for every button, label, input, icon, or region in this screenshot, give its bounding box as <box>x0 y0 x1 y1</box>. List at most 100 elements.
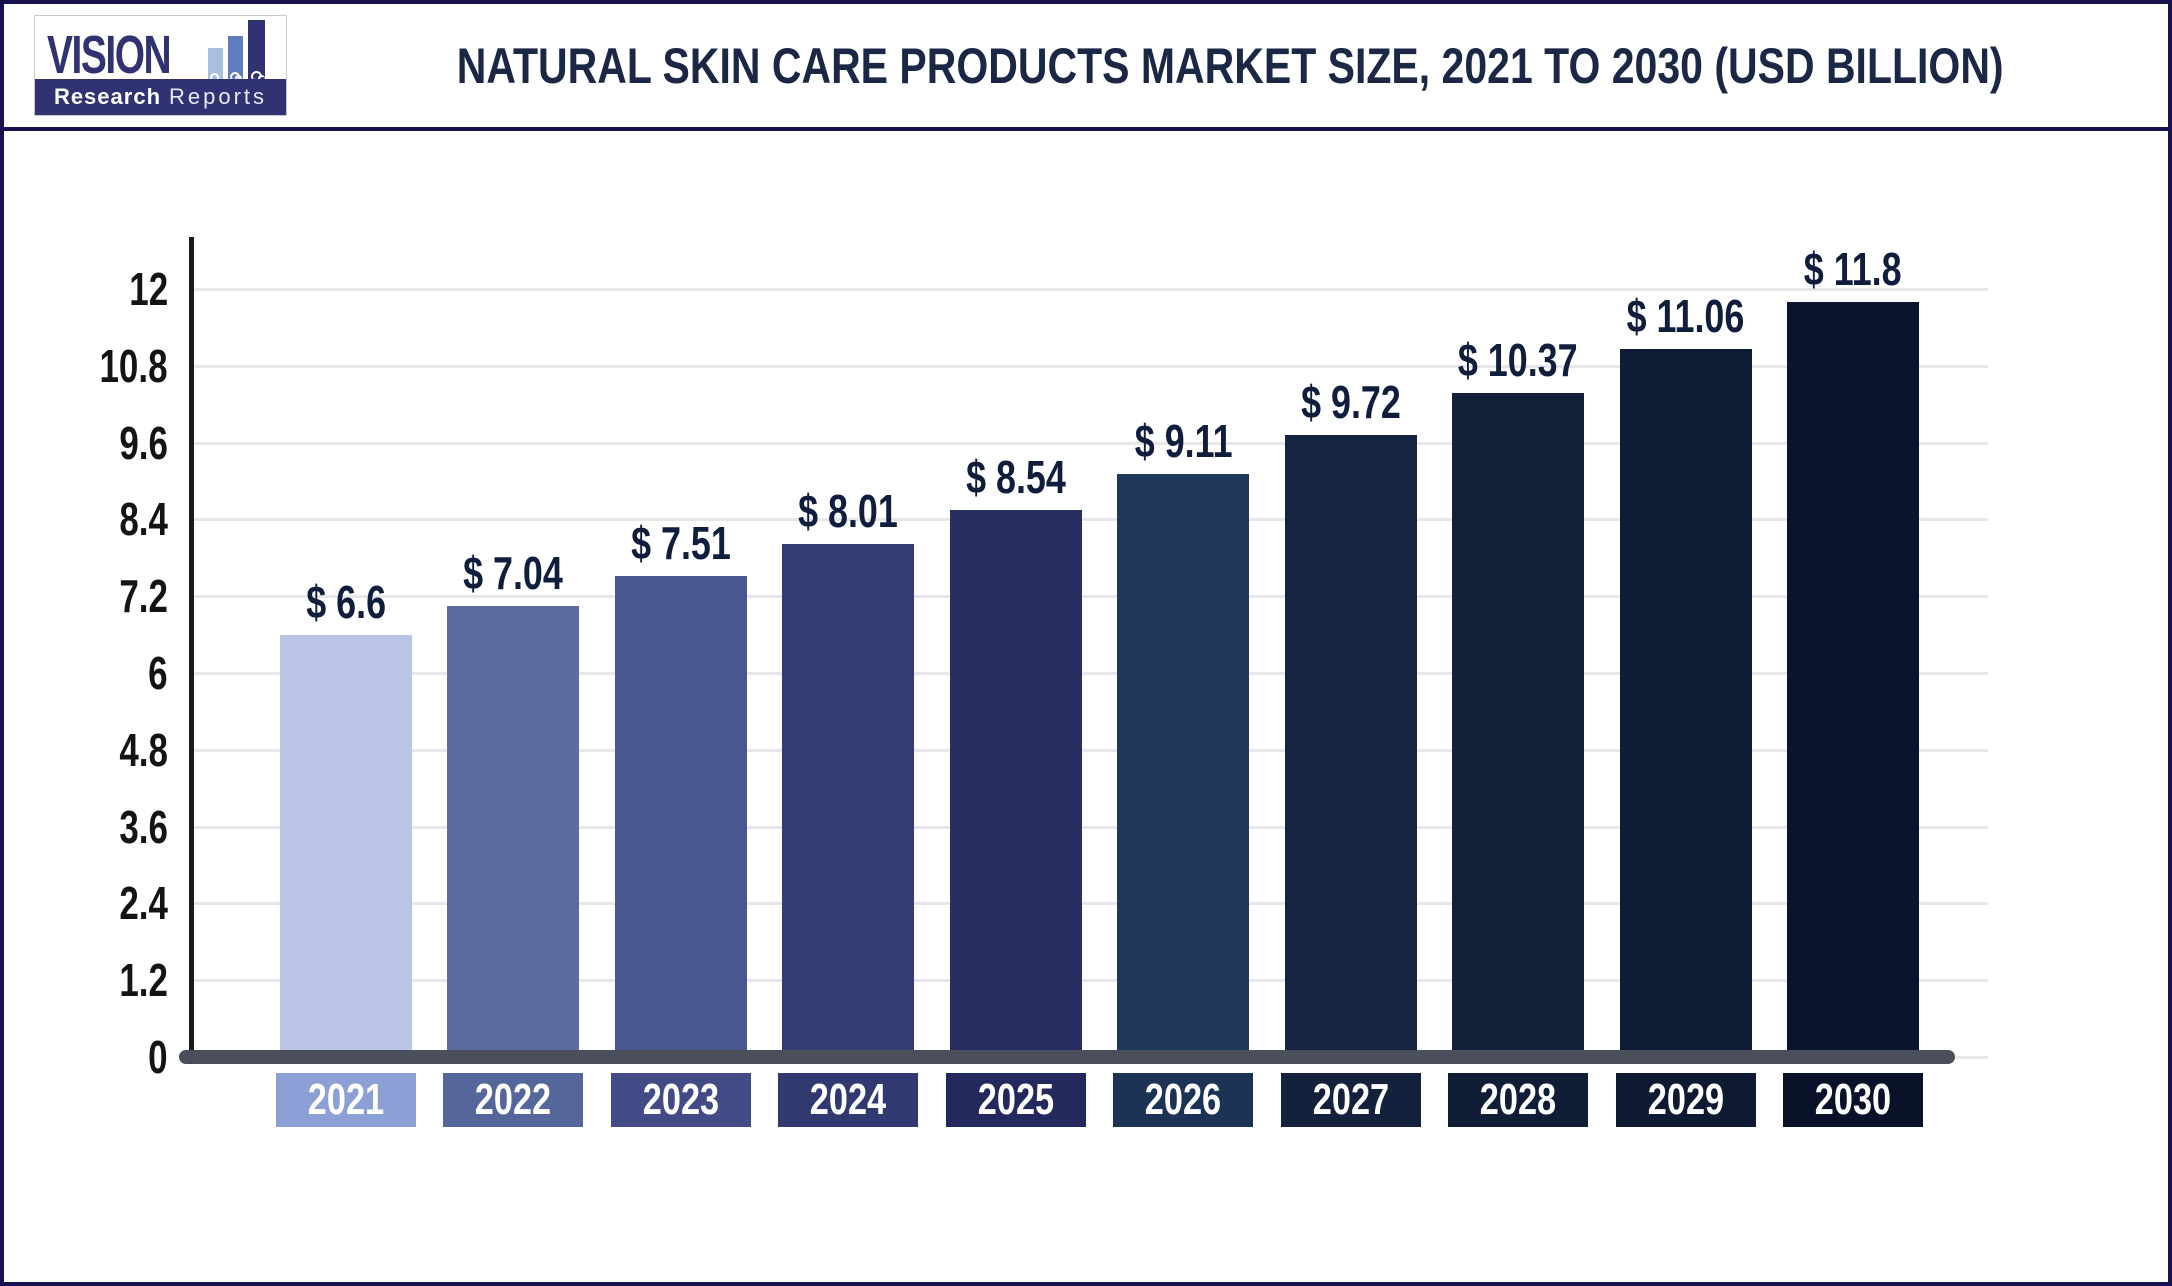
bar-2024 <box>782 544 915 1057</box>
logo-wordmark: VISION <box>47 20 276 85</box>
bar-value-text: $ 9.72 <box>1300 376 1401 428</box>
y-gridline-12 <box>189 288 1988 291</box>
category-label-2022: 2022 <box>443 1073 584 1127</box>
logo-bar-mid <box>228 36 243 82</box>
bar-value-label-2023: $ 7.51 <box>617 518 745 568</box>
category-axis-row: 2021 2022 2023 2024 2025 2026 2027 2028 2029 2030 <box>276 1073 1923 1127</box>
y-gridline-8.4 <box>189 518 1988 522</box>
category-label-2024: 2024 <box>778 1073 919 1127</box>
bar-column-2023: $ 7.51 <box>611 518 751 1057</box>
y-tick-text: 2.4 <box>119 877 168 930</box>
bar-2030 <box>1786 302 1919 1057</box>
y-tick-label-6: 6 <box>4 649 168 697</box>
bar-2026 <box>1117 474 1250 1057</box>
bar-2027 <box>1284 435 1417 1057</box>
bar-column-2021: $ 6.6 <box>276 577 416 1057</box>
chart-area: $ 6.6 $ 7.04 $ 7.51 $ 8.01 $ 8.54 $ 9.11 $ 9.7… <box>4 131 2168 1282</box>
y-gridline-3.6 <box>189 825 1988 829</box>
logo-research-text: Research <box>53 84 162 109</box>
y-tick-label-12: 12 <box>4 265 168 313</box>
bar-value-label-2024: $ 8.01 <box>784 486 912 536</box>
bar-value-text: $ 7.04 <box>463 547 564 599</box>
bar-value-text: $ 6.6 <box>306 576 386 628</box>
y-tick-label-1.2: 1.2 <box>4 956 168 1004</box>
category-label-2026: 2026 <box>1113 1073 1254 1127</box>
y-tick-label-8.4: 8.4 <box>4 495 168 543</box>
y-tick-text: 9.6 <box>119 416 168 469</box>
bar-value-text: $ 11.06 <box>1626 290 1745 342</box>
bar-value-label-2028: $ 10.37 <box>1441 335 1594 385</box>
y-axis-line <box>189 237 194 1063</box>
bar-2022 <box>447 606 580 1057</box>
logo-reports-text: Reports <box>169 84 268 109</box>
bar-column-2027: $ 9.72 <box>1281 377 1421 1057</box>
y-gridline-2.4 <box>189 902 1988 906</box>
y-gridline-9.6 <box>189 441 1988 445</box>
bar-value-text: $ 7.51 <box>630 517 731 569</box>
y-tick-text: 8.4 <box>119 493 168 546</box>
category-label-2028: 2028 <box>1448 1073 1589 1127</box>
y-gridline-7.2 <box>189 595 1988 599</box>
category-label-2025: 2025 <box>945 1073 1086 1127</box>
bar-2023 <box>614 576 747 1057</box>
bar-value-label-2027: $ 9.72 <box>1287 377 1415 427</box>
bars-row: $ 6.6 $ 7.04 $ 7.51 $ 8.01 $ 8.54 $ 9.11 $ 9.7… <box>276 131 1923 1057</box>
category-year-text: 2024 <box>810 1075 887 1124</box>
y-gridline-4.8 <box>189 748 1988 752</box>
bar-value-label-2022: $ 7.04 <box>449 548 577 598</box>
y-tick-text: 0 <box>148 1031 168 1083</box>
category-year-text: 2025 <box>977 1075 1054 1124</box>
vision-research-reports-logo: VISION Research Reports <box>34 15 287 116</box>
bar-value-label-2029: $ 11.06 <box>1610 291 1761 341</box>
category-year-text: 2028 <box>1479 1075 1557 1124</box>
category-year-text: 2026 <box>1145 1075 1222 1124</box>
y-gridline-1.2 <box>189 979 1988 983</box>
plot-area: $ 6.6 $ 7.04 $ 7.51 $ 8.01 $ 8.54 $ 9.11 $ 9.7… <box>4 131 2168 1282</box>
bar-value-label-2026: $ 9.11 <box>1121 416 1246 466</box>
y-tick-label-0: 0 <box>4 1033 168 1081</box>
category-year-text: 2027 <box>1312 1075 1389 1124</box>
y-tick-label-10.8: 10.8 <box>4 342 168 390</box>
bar-value-text: $ 10.37 <box>1458 334 1578 386</box>
y-tick-text: 1.2 <box>119 954 168 1007</box>
bar-2025 <box>949 510 1082 1057</box>
bar-value-text: $ 11.8 <box>1804 243 1902 295</box>
header: VISION Research Reports NA <box>4 4 2168 131</box>
y-tick-label-9.6: 9.6 <box>4 419 168 467</box>
chart-title: NATURAL SKIN CARE PRODUCTS MARKET SIZE, … <box>456 37 2004 94</box>
y-gridline-10.8 <box>189 364 1988 368</box>
logo-bar-dark <box>248 20 265 82</box>
y-tick-label-3.6: 3.6 <box>4 803 168 851</box>
y-tick-text: 6 <box>148 647 168 699</box>
category-label-2030: 2030 <box>1782 1073 1923 1127</box>
y-gridline-6 <box>189 672 1988 675</box>
bar-2021 <box>280 635 412 1057</box>
category-year-text: 2023 <box>642 1075 720 1124</box>
logo-vision-text: VISION <box>47 25 172 85</box>
category-label-2023: 2023 <box>610 1073 751 1127</box>
y-tick-label-2.4: 2.4 <box>4 879 168 927</box>
bar-column-2022: $ 7.04 <box>443 548 583 1057</box>
bar-value-text: $ 8.54 <box>965 451 1066 503</box>
y-tick-text: 4.8 <box>119 723 168 776</box>
bar-value-text: $ 8.01 <box>798 485 899 537</box>
y-tick-text: 3.6 <box>119 800 168 853</box>
category-year-text: 2021 <box>307 1075 385 1124</box>
category-year-text: 2029 <box>1647 1075 1724 1124</box>
bar-value-label-2030: $ 11.8 <box>1790 244 1915 294</box>
y-tick-label-4.8: 4.8 <box>4 726 168 774</box>
category-label-2021: 2021 <box>276 1073 416 1127</box>
bar-column-2024: $ 8.01 <box>778 486 918 1057</box>
y-tick-text: 7.2 <box>119 570 168 623</box>
category-label-2027: 2027 <box>1280 1073 1421 1127</box>
category-year-text: 2022 <box>475 1075 552 1124</box>
y-tick-label-7.2: 7.2 <box>4 572 168 620</box>
bar-value-label-2021: $ 6.6 <box>295 577 397 627</box>
bar-column-2029: $ 11.06 <box>1616 291 1756 1057</box>
x-axis-baseline <box>179 1050 1955 1064</box>
y-tick-text: 12 <box>129 263 168 315</box>
y-tick-text: 10.8 <box>99 339 168 392</box>
bar-value-label-2025: $ 8.54 <box>952 452 1080 502</box>
category-label-2029: 2029 <box>1615 1073 1756 1127</box>
